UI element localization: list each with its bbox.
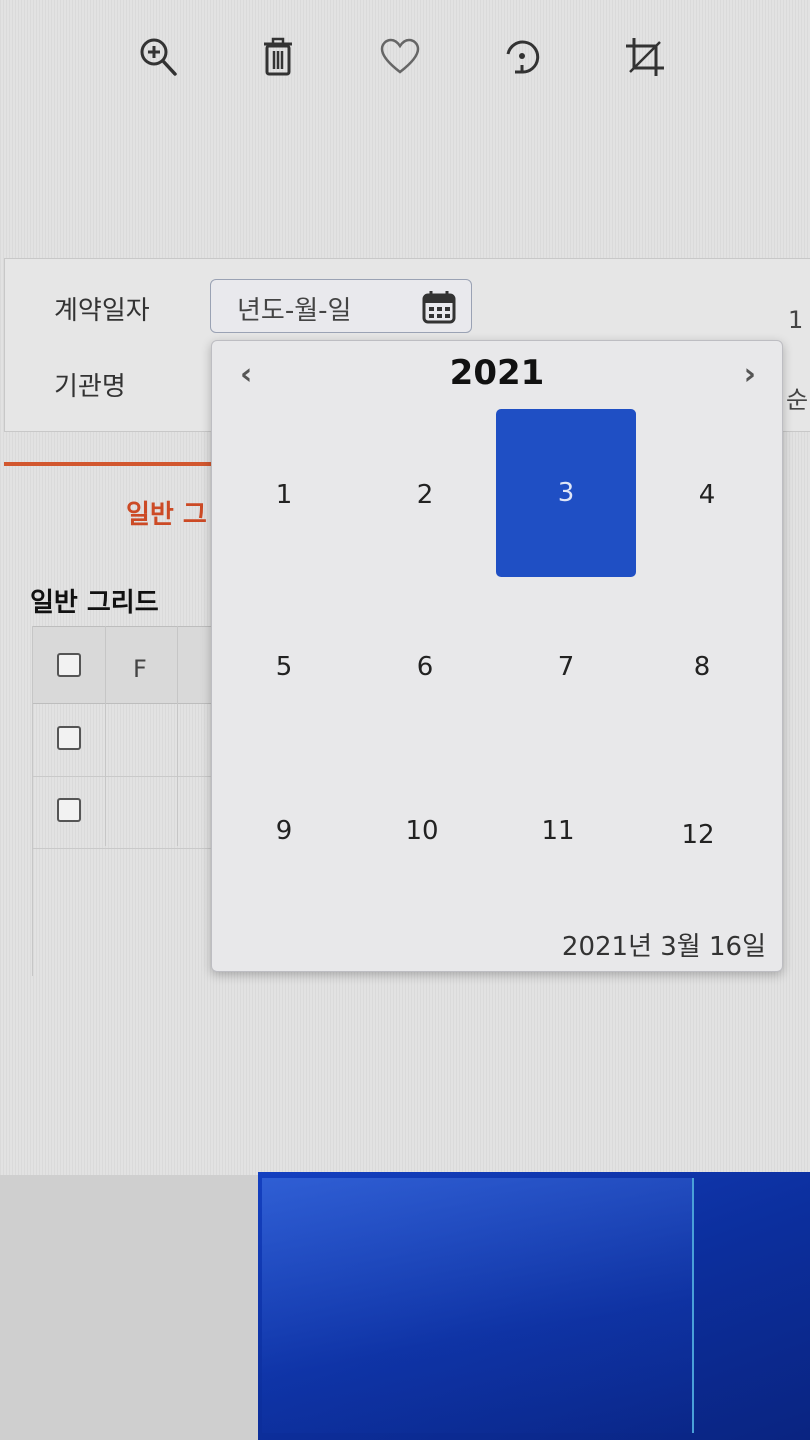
month-cell[interactable]: 6 <box>416 652 434 682</box>
month-cell[interactable]: 8 <box>693 652 711 682</box>
app-screen: 계약일자 년도-월-일 기관명 1 순 일반 그 일반 그리드 F <box>0 0 810 1175</box>
row-checkbox[interactable] <box>57 726 81 750</box>
crop-icon <box>626 38 664 76</box>
table-row[interactable] <box>33 776 223 849</box>
general-grid: F <box>32 626 223 976</box>
select-all-checkbox[interactable] <box>57 653 81 677</box>
picker-year[interactable]: 2021 <box>449 353 545 393</box>
right-edge-text-2: 순 <box>786 386 809 414</box>
rotate-button[interactable] <box>497 32 547 82</box>
month-cell-selected[interactable]: 3 <box>496 409 636 577</box>
row-checkbox[interactable] <box>57 798 81 822</box>
grid-column-divider <box>105 626 106 846</box>
photo-toolbar <box>0 0 810 110</box>
month-cell[interactable]: 12 <box>681 820 715 850</box>
delete-button[interactable] <box>253 32 303 82</box>
grid-title: 일반 그리드 <box>30 588 159 618</box>
month-cell[interactable]: 4 <box>698 480 716 510</box>
trash-icon <box>264 37 292 76</box>
month-cell[interactable]: 9 <box>275 816 293 846</box>
agency-name-label: 기관명 <box>54 372 126 402</box>
zoom-in-button[interactable] <box>133 32 183 82</box>
month-cell[interactable]: 10 <box>405 816 439 846</box>
rotate-icon <box>506 40 540 74</box>
grid-column-divider <box>177 626 178 846</box>
tab-general-grid[interactable]: 일반 그 <box>126 500 207 530</box>
contract-date-label: 계약일자 <box>54 296 150 326</box>
month-cell[interactable]: 11 <box>541 816 575 846</box>
prev-year-button[interactable]: ‹ <box>240 357 253 392</box>
next-year-button[interactable]: › <box>743 357 756 392</box>
zoom-in-icon <box>140 38 177 76</box>
date-placeholder: 년도-월-일 <box>237 296 352 326</box>
month-cell[interactable]: 7 <box>557 652 575 682</box>
heart-icon <box>380 38 420 74</box>
month-cell[interactable]: 2 <box>416 480 434 510</box>
crop-button[interactable] <box>620 32 670 82</box>
month-cell[interactable]: 1 <box>275 480 293 510</box>
grid-header-col-f: F <box>133 655 147 683</box>
month-cell[interactable]: 5 <box>275 652 293 682</box>
contract-date-input[interactable]: 년도-월-일 <box>210 279 472 333</box>
windows-logo-pane <box>262 1178 694 1433</box>
table-row[interactable] <box>33 704 223 777</box>
month-picker-popup: ‹ 2021 › 1 2 3 4 5 6 7 8 9 10 11 12 2021… <box>211 340 783 972</box>
favorite-button[interactable] <box>375 32 425 82</box>
active-tab-indicator <box>4 462 214 466</box>
calendar-icon[interactable] <box>421 289 457 325</box>
grid-header-row: F <box>33 626 223 704</box>
right-edge-text-1: 1 <box>788 306 804 334</box>
today-button[interactable]: 2021년 3월 16일 <box>561 932 766 962</box>
